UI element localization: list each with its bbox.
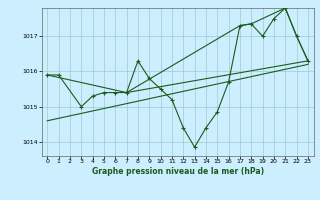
X-axis label: Graphe pression niveau de la mer (hPa): Graphe pression niveau de la mer (hPa) — [92, 167, 264, 176]
